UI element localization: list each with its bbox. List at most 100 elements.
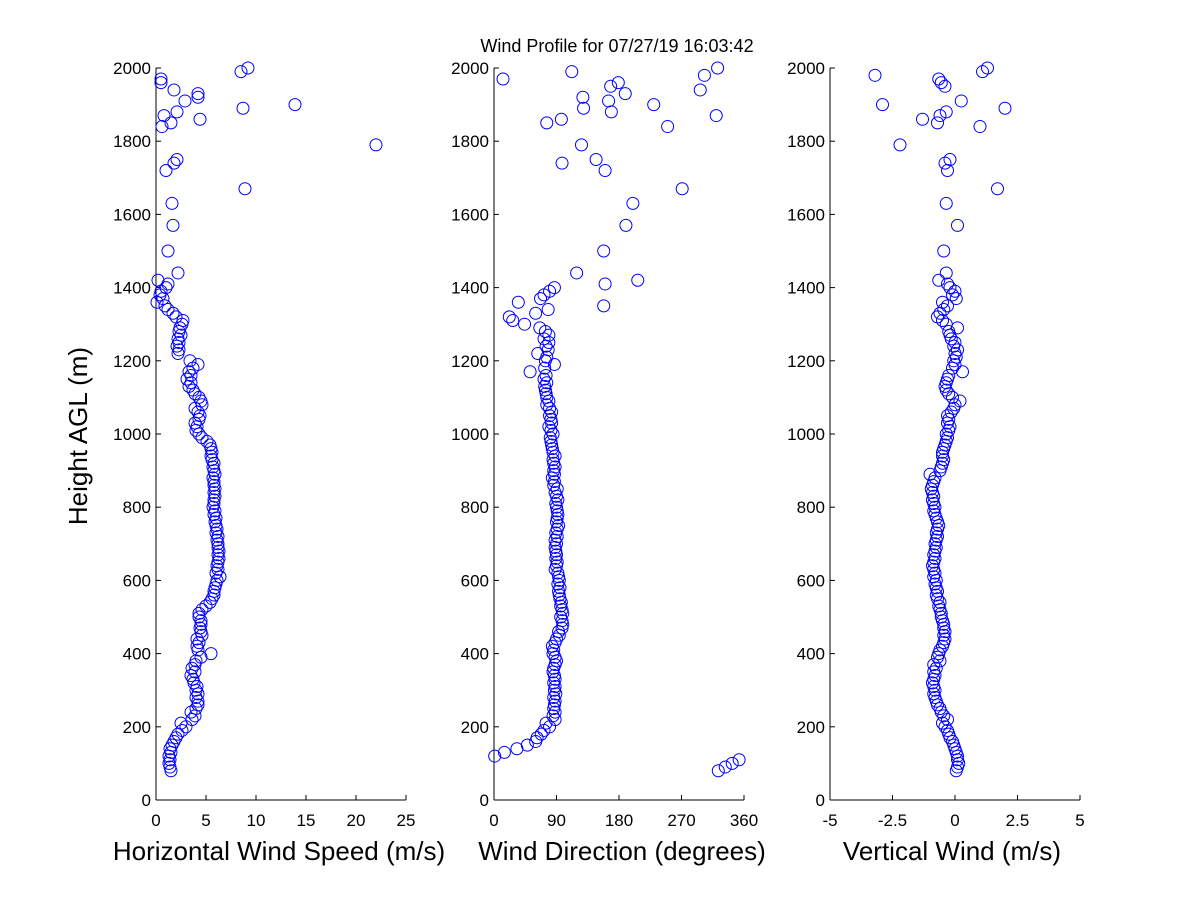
speed-data-point bbox=[161, 277, 175, 291]
vertical-data-point bbox=[939, 317, 953, 331]
speed-x-tick-label: 5 bbox=[201, 811, 210, 830]
speed-data-point bbox=[189, 702, 203, 715]
speed-data-point bbox=[159, 163, 173, 177]
vertical-data-point bbox=[934, 76, 948, 90]
vertical-data-point bbox=[932, 273, 946, 287]
direction-data-point bbox=[497, 745, 511, 759]
direction-data-point bbox=[547, 691, 561, 705]
direction-data-point bbox=[546, 427, 560, 441]
direction-data-point bbox=[547, 281, 561, 295]
speed-data-point bbox=[175, 723, 189, 737]
speed-y-axis-label: Height AGL (m) bbox=[63, 347, 93, 525]
speed-data-point bbox=[170, 153, 184, 166]
speed-data-point bbox=[154, 72, 168, 86]
vertical-data-point bbox=[953, 394, 967, 408]
direction-data-point bbox=[546, 453, 560, 467]
speed-data-point bbox=[193, 409, 207, 423]
speed-data-point bbox=[206, 471, 220, 485]
direction-data-point bbox=[542, 328, 556, 342]
vertical-data-point bbox=[939, 105, 953, 119]
speed-data-point bbox=[191, 87, 205, 101]
direction-data-point bbox=[540, 398, 554, 412]
speed-data-point bbox=[183, 354, 197, 368]
direction-panel: 0 200 400 600 800 1000 1200 1400 1600 1800 2000 0 90… bbox=[451, 59, 766, 866]
speed-data-point bbox=[188, 665, 202, 679]
speed-data-point bbox=[151, 273, 165, 287]
vertical-data-point bbox=[893, 138, 907, 152]
speed-data-point bbox=[171, 266, 185, 280]
speed-data-point bbox=[204, 647, 218, 661]
speed-data-point bbox=[167, 156, 181, 170]
vertical-x-tick-label: 2.5 bbox=[1006, 811, 1030, 830]
vertical-data-point bbox=[951, 343, 964, 357]
direction-y-tick-label: 1400 bbox=[451, 279, 489, 298]
vertical-y-tick-label: 1600 bbox=[787, 205, 825, 224]
speed-data-point bbox=[193, 112, 207, 126]
speed-data-point bbox=[207, 588, 221, 602]
speed-x-tick-label: 15 bbox=[297, 811, 316, 830]
speed-y-tick-label: 400 bbox=[123, 645, 151, 664]
speed-data-point bbox=[288, 98, 302, 112]
vertical-x-tick-label: 5 bbox=[1075, 811, 1084, 830]
direction-data-point bbox=[598, 277, 612, 291]
vertical-data-point bbox=[942, 368, 956, 382]
vertical-data-point bbox=[951, 218, 964, 232]
direction-y-tick-label: 0 bbox=[480, 791, 489, 810]
speed-data-point bbox=[211, 540, 225, 554]
vertical-data-point bbox=[923, 467, 937, 481]
direction-y-tick-label: 2000 bbox=[451, 59, 489, 78]
vertical-y-tick-label: 0 bbox=[816, 791, 825, 810]
speed-data-point bbox=[178, 94, 192, 108]
speed-y-tick-label: 600 bbox=[123, 571, 151, 590]
direction-data-point bbox=[534, 292, 548, 306]
direction-data-point bbox=[543, 431, 557, 445]
speed-x-tick-label: 0 bbox=[151, 811, 160, 830]
speed-data-point bbox=[192, 610, 206, 624]
vertical-x-tick-label: -2.5 bbox=[878, 811, 907, 830]
speed-data-point bbox=[191, 698, 205, 712]
speed-data-point bbox=[208, 504, 222, 518]
vertical-x-tick-label: 0 bbox=[950, 811, 959, 830]
vertical-data-point bbox=[936, 295, 949, 309]
direction-data-point bbox=[539, 716, 553, 730]
direction-data-point bbox=[675, 182, 689, 196]
speed-y-tick-label: 1000 bbox=[113, 425, 151, 444]
vertical-data-point bbox=[937, 244, 951, 258]
direction-data-point bbox=[549, 497, 563, 511]
speed-data-point bbox=[157, 109, 171, 123]
vertical-data-point bbox=[939, 427, 953, 441]
vertical-data-point bbox=[948, 346, 962, 360]
speed-data-point bbox=[184, 376, 198, 390]
speed-y-tick-label: 2000 bbox=[113, 59, 151, 78]
direction-data-point bbox=[554, 112, 568, 126]
speed-data-point bbox=[192, 636, 206, 650]
direction-y-tick-label: 200 bbox=[461, 718, 489, 737]
direction-data-point bbox=[611, 76, 625, 90]
vertical-data-point bbox=[929, 661, 943, 675]
vertical-data-point bbox=[948, 336, 962, 349]
direction-data-point bbox=[488, 749, 502, 763]
direction-data-point bbox=[511, 295, 525, 309]
vertical-data-point bbox=[949, 292, 963, 306]
vertical-data-point bbox=[942, 325, 956, 339]
speed-data-point bbox=[184, 368, 198, 382]
vertical-data-point bbox=[933, 643, 947, 657]
direction-data-point bbox=[518, 317, 532, 331]
speed-y-tick-label: 1600 bbox=[113, 205, 151, 224]
direction-data-point bbox=[543, 284, 557, 298]
direction-data-point bbox=[575, 138, 588, 152]
direction-data-point bbox=[554, 610, 568, 624]
speed-data-point bbox=[166, 218, 180, 232]
vertical-data-point bbox=[933, 109, 947, 123]
speed-data-point bbox=[191, 90, 205, 104]
vertical-data-point bbox=[998, 101, 1012, 115]
speed-y-tick-label: 800 bbox=[123, 498, 151, 517]
speed-data-point bbox=[169, 310, 183, 324]
direction-data-point bbox=[533, 321, 547, 335]
speed-x-tick-label: 10 bbox=[247, 811, 266, 830]
speed-data-point bbox=[207, 478, 221, 492]
direction-data-point bbox=[546, 709, 560, 723]
vertical-data-point bbox=[933, 654, 947, 668]
speed-y-tick-label: 0 bbox=[142, 791, 151, 810]
